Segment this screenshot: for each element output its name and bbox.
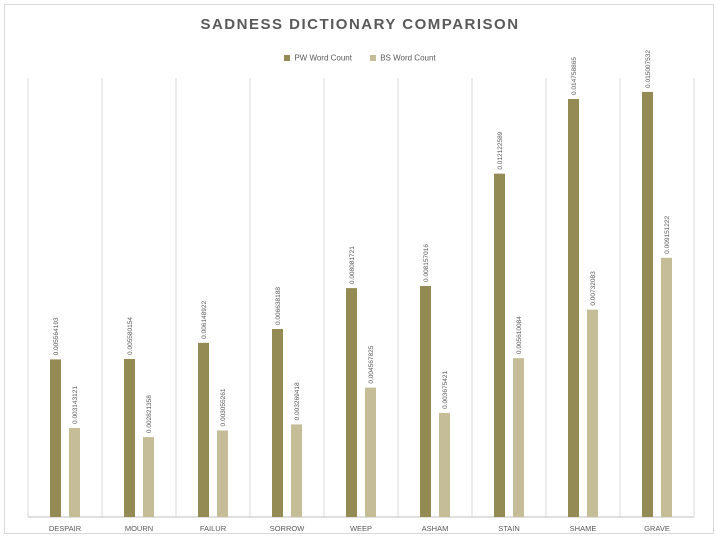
pw-bar bbox=[272, 328, 283, 517]
x-tick-label: STAIN bbox=[498, 524, 520, 533]
x-tick-label: WEEP bbox=[350, 524, 372, 533]
data-label: 0.003143121 bbox=[72, 386, 79, 424]
data-label: 0.008081721 bbox=[349, 246, 356, 284]
data-label: 0.005580154 bbox=[127, 317, 134, 355]
data-label: 0.008157016 bbox=[423, 244, 430, 282]
bs-bar bbox=[587, 309, 598, 517]
data-label: 0.014758865 bbox=[571, 57, 578, 95]
pw-bar bbox=[346, 288, 357, 517]
data-label: 0.00732083 bbox=[590, 271, 597, 306]
data-label: 0.009151222 bbox=[664, 215, 671, 253]
x-tick-label: FAILUR bbox=[200, 524, 227, 533]
bs-bar bbox=[661, 257, 672, 517]
data-label: 0.005564193 bbox=[53, 317, 60, 355]
data-label: 0.003269418 bbox=[294, 382, 301, 420]
data-label: 0.005610084 bbox=[516, 316, 523, 354]
data-label: 0.015007532 bbox=[645, 50, 652, 88]
chart-title: SADNESS DICTIONARY COMPARISON bbox=[200, 16, 520, 33]
x-tick-label: SORROW bbox=[270, 524, 306, 533]
bs-bar bbox=[143, 437, 154, 517]
data-label: 0.006148922 bbox=[201, 301, 208, 339]
bs-bar bbox=[217, 430, 228, 517]
data-label: 0.012122589 bbox=[497, 131, 504, 169]
x-tick-label: ASHAM bbox=[422, 524, 449, 533]
legend-item-pw: PW Word Count bbox=[284, 53, 352, 62]
legend-swatch-bs bbox=[370, 54, 377, 61]
bs-bar bbox=[291, 424, 302, 517]
legend-item-bs: BS Word Count bbox=[370, 53, 436, 63]
pw-bar bbox=[642, 91, 653, 517]
x-tick-label: MOURN bbox=[125, 524, 153, 533]
pw-bar bbox=[494, 173, 505, 518]
x-tick-label: SHAME bbox=[570, 524, 597, 533]
pw-bar bbox=[124, 358, 135, 517]
data-label: 0.002821358 bbox=[146, 395, 153, 433]
pw-bar bbox=[50, 359, 61, 517]
legend-label-bs: BS Word Count bbox=[380, 53, 436, 63]
legend: PW Word Count BS Word Count bbox=[0, 53, 720, 62]
data-label: 0.004567825 bbox=[368, 345, 375, 383]
legend-swatch-pw bbox=[284, 54, 291, 61]
pw-bar bbox=[568, 98, 579, 518]
legend-label-pw: PW Word Count bbox=[294, 53, 352, 63]
bs-bar bbox=[365, 387, 376, 517]
pw-bar bbox=[420, 285, 431, 517]
bs-bar bbox=[439, 412, 450, 517]
data-label: 0.003675421 bbox=[442, 371, 449, 409]
bs-bar bbox=[69, 427, 80, 517]
bs-bar bbox=[513, 358, 524, 517]
x-tick-label: GRAVE bbox=[644, 524, 670, 533]
data-label: 0.003055261 bbox=[220, 388, 227, 426]
data-label: 0.006638188 bbox=[275, 287, 282, 325]
x-tick-label: DESPAIR bbox=[49, 524, 82, 533]
pw-bar bbox=[198, 342, 209, 517]
